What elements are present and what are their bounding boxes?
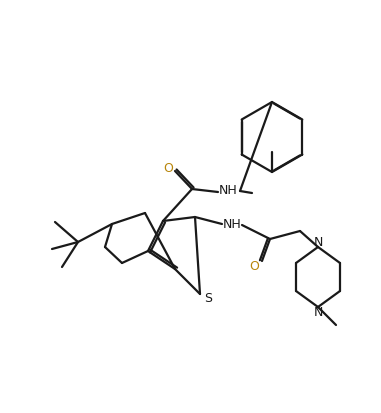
Text: N: N bbox=[313, 306, 323, 319]
Text: N: N bbox=[313, 236, 323, 249]
Text: NH: NH bbox=[223, 218, 242, 231]
Text: S: S bbox=[204, 291, 212, 304]
Text: O: O bbox=[249, 260, 259, 273]
Text: NH: NH bbox=[219, 184, 237, 197]
Text: O: O bbox=[163, 161, 173, 174]
